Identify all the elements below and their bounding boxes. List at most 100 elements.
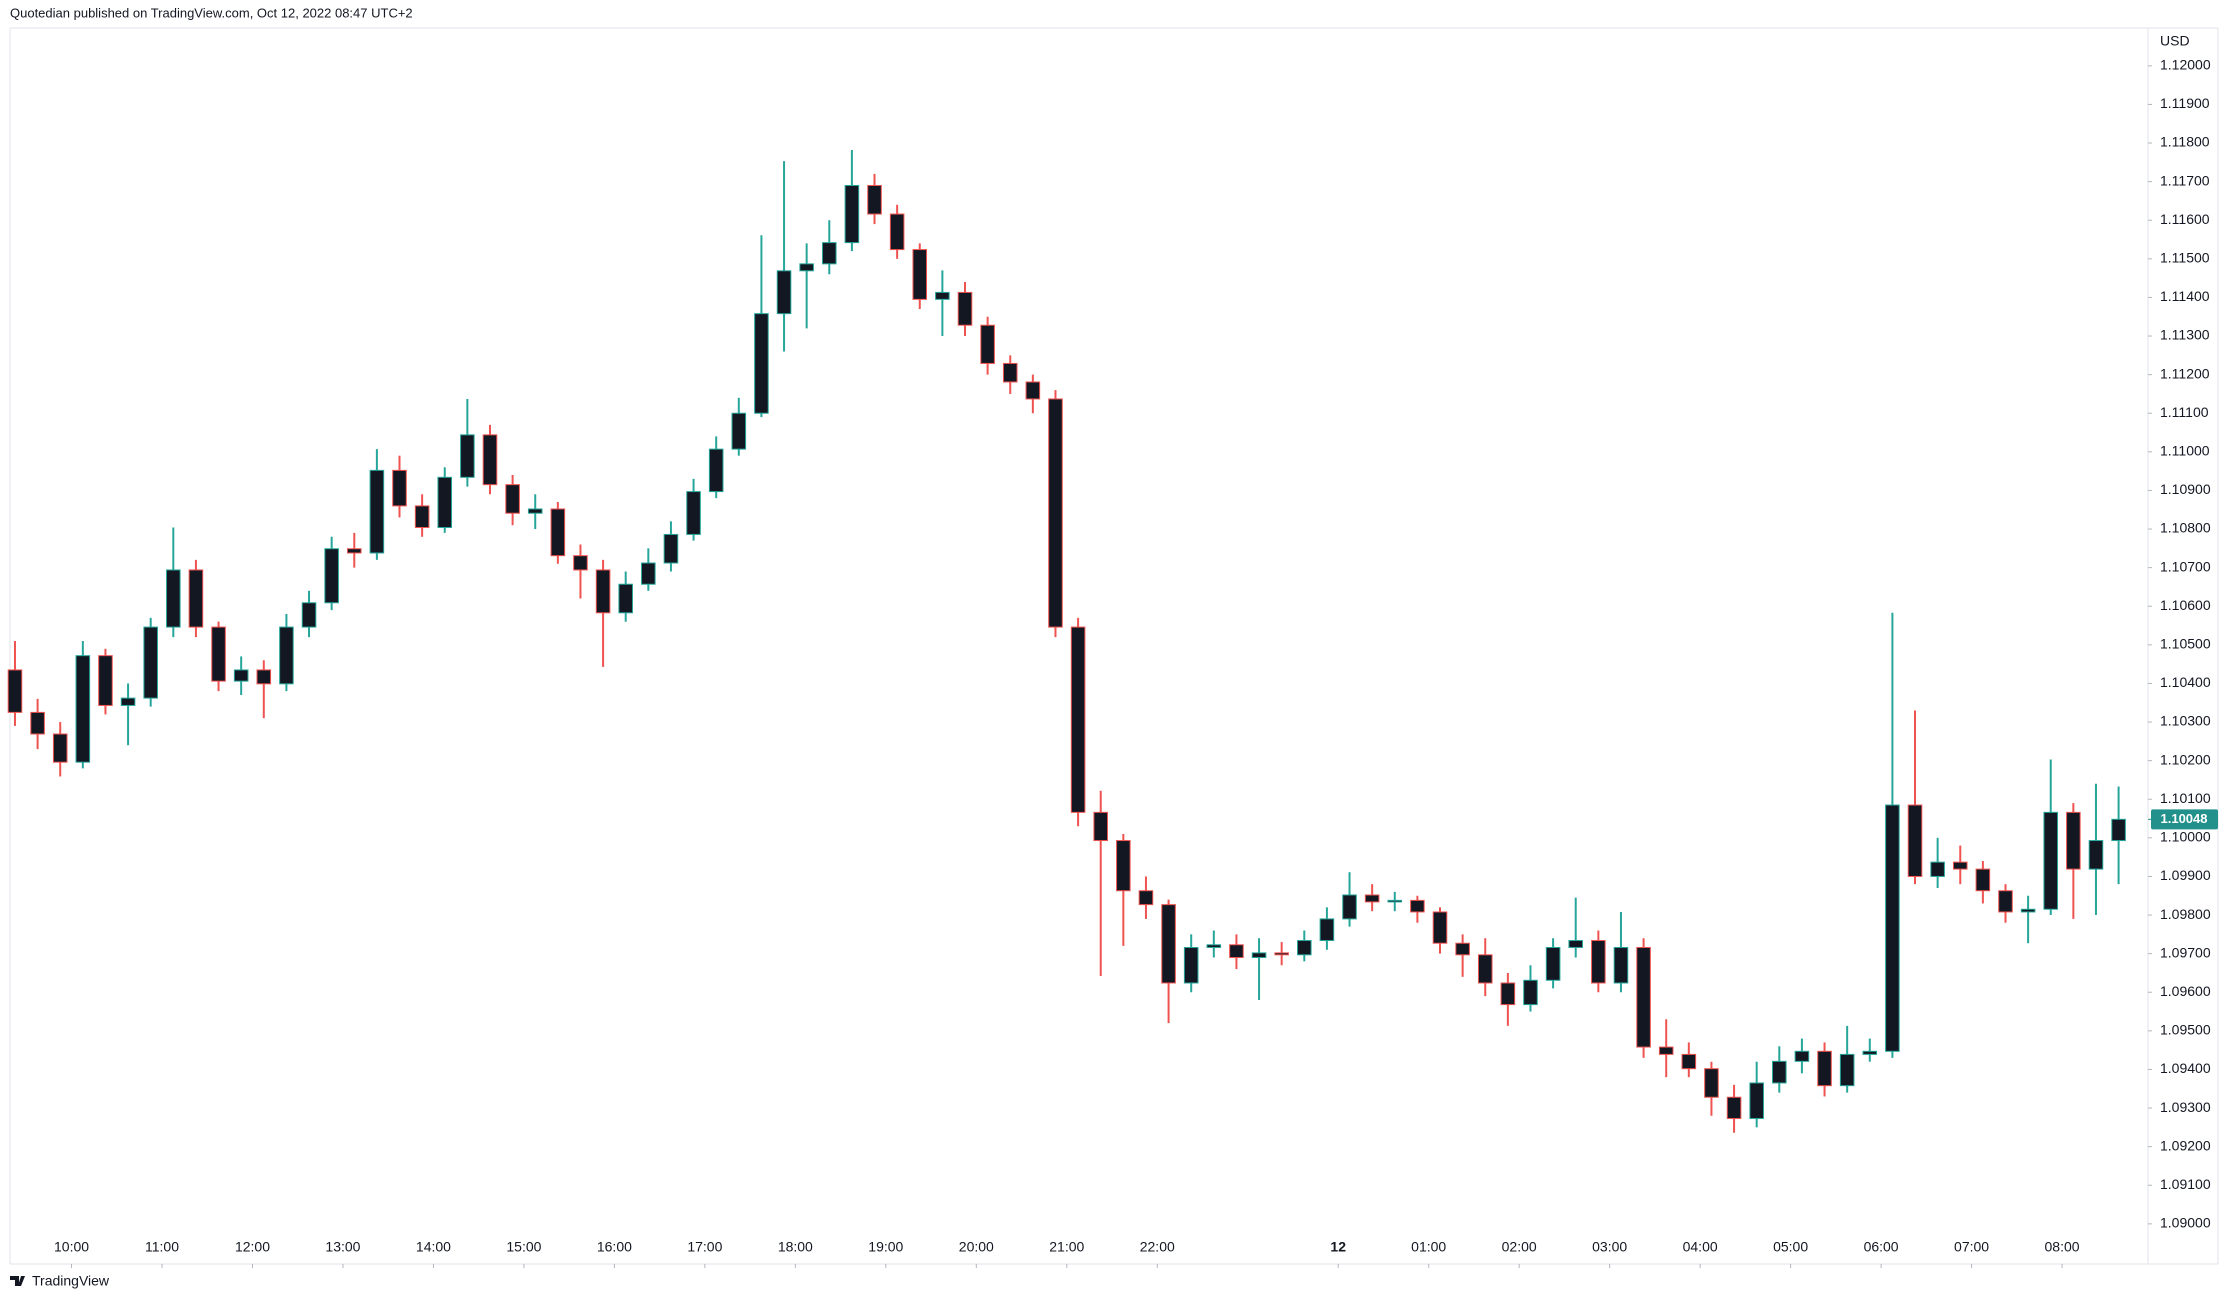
candle — [414, 494, 430, 537]
y-tick-label: 1.10500 — [2160, 636, 2211, 652]
candle-body — [188, 569, 204, 628]
y-tick-label: 1.10600 — [2160, 597, 2211, 613]
candle — [1704, 1061, 1719, 1116]
candle-body — [414, 505, 430, 528]
candle-body — [98, 655, 113, 706]
candle-body — [1048, 398, 1063, 628]
candle — [2020, 895, 2036, 944]
y-tick-label: 1.11400 — [2160, 288, 2210, 304]
candle-body — [7, 669, 23, 713]
candle — [1116, 833, 1131, 946]
candle-body — [2043, 811, 2059, 910]
publisher-header: Quotedian published on TradingView.com, … — [10, 5, 413, 20]
candle — [1613, 911, 1629, 993]
candle-body — [1862, 1050, 1878, 1055]
candle-body — [120, 697, 136, 706]
x-tick-label: 16:00 — [597, 1239, 632, 1255]
candle-body — [1206, 944, 1222, 948]
candle-body — [686, 491, 701, 535]
candle — [1093, 790, 1109, 977]
candle — [1138, 876, 1154, 919]
candle — [1274, 942, 1289, 966]
x-tick-label: 20:00 — [959, 1239, 994, 1255]
candle — [75, 640, 91, 769]
candle — [188, 559, 204, 638]
y-tick-label: 1.11500 — [2160, 250, 2210, 266]
candle-body — [1952, 861, 1968, 870]
candle — [279, 613, 294, 692]
candle-body — [935, 291, 950, 300]
candle-body — [2020, 908, 2036, 913]
candle — [935, 270, 950, 337]
candle — [1794, 1038, 1810, 1074]
candle — [369, 449, 385, 560]
candle-body — [1658, 1046, 1674, 1055]
candle-body — [1636, 946, 1651, 1048]
y-tick-label: 1.09800 — [2160, 906, 2211, 922]
candle — [1183, 934, 1199, 993]
candle-body — [550, 508, 566, 557]
candle-body — [1930, 861, 1945, 877]
x-tick-label: 21:00 — [1049, 1239, 1084, 1255]
candle — [460, 398, 475, 487]
candle — [166, 527, 181, 638]
candle — [1930, 837, 1945, 889]
candle-body — [505, 484, 520, 514]
candle — [1862, 1038, 1878, 1062]
candle-body — [482, 434, 498, 486]
y-tick-label: 1.11900 — [2160, 95, 2210, 111]
candle-body — [256, 669, 272, 685]
candle-body — [1410, 899, 1425, 913]
candle — [686, 478, 701, 541]
candle — [1907, 710, 1923, 885]
candle — [7, 640, 23, 726]
candle — [1500, 972, 1516, 1026]
x-tick-label: 22:00 — [1140, 1239, 1175, 1255]
candle — [1998, 884, 2013, 923]
candle-body — [392, 469, 407, 507]
candle — [1839, 1025, 1855, 1093]
candle — [98, 648, 113, 715]
x-tick-label: 11:00 — [145, 1239, 179, 1255]
candle — [437, 467, 453, 533]
candle — [1952, 845, 1968, 885]
x-tick-label: 07:00 — [1954, 1239, 1989, 1255]
candle — [550, 502, 566, 564]
y-tick-label: 1.11800 — [2160, 134, 2210, 150]
candle — [346, 532, 362, 568]
candle — [776, 161, 792, 352]
candle-body — [1523, 979, 1538, 1006]
y-tick-label: 1.11000 — [2160, 443, 2210, 459]
y-tick-label: 1.10200 — [2160, 751, 2211, 767]
candle — [1410, 895, 1425, 923]
y-tick-label: 1.11100 — [2160, 404, 2209, 420]
candle-body — [1885, 804, 1900, 1052]
candle-body — [1319, 918, 1335, 942]
candle-body — [844, 184, 860, 244]
candle-body — [2111, 818, 2126, 842]
candle-body — [437, 476, 453, 528]
candle — [52, 722, 68, 777]
candle — [957, 281, 973, 337]
candle — [1070, 617, 1086, 827]
candle-body — [166, 569, 181, 628]
y-tick-label: 1.09000 — [2160, 1215, 2211, 1231]
candle-body — [980, 324, 995, 364]
candle — [2043, 759, 2059, 916]
candle — [1025, 374, 1041, 414]
candle-body — [799, 263, 814, 272]
candle — [1048, 390, 1063, 638]
candle — [867, 173, 882, 225]
candle-body — [1251, 952, 1267, 959]
y-tick-label: 1.11600 — [2160, 211, 2210, 227]
candle — [1658, 1019, 1674, 1078]
y-tick-label: 1.10300 — [2160, 713, 2211, 729]
candle — [821, 220, 837, 275]
candle-body — [1568, 940, 1584, 948]
x-tick-label: 12:00 — [235, 1239, 270, 1255]
candle — [1523, 965, 1538, 1012]
candle-body — [618, 583, 633, 614]
candle-body — [1274, 952, 1289, 956]
candle-body — [1975, 868, 1991, 892]
x-tick-label: 15:00 — [506, 1239, 541, 1255]
